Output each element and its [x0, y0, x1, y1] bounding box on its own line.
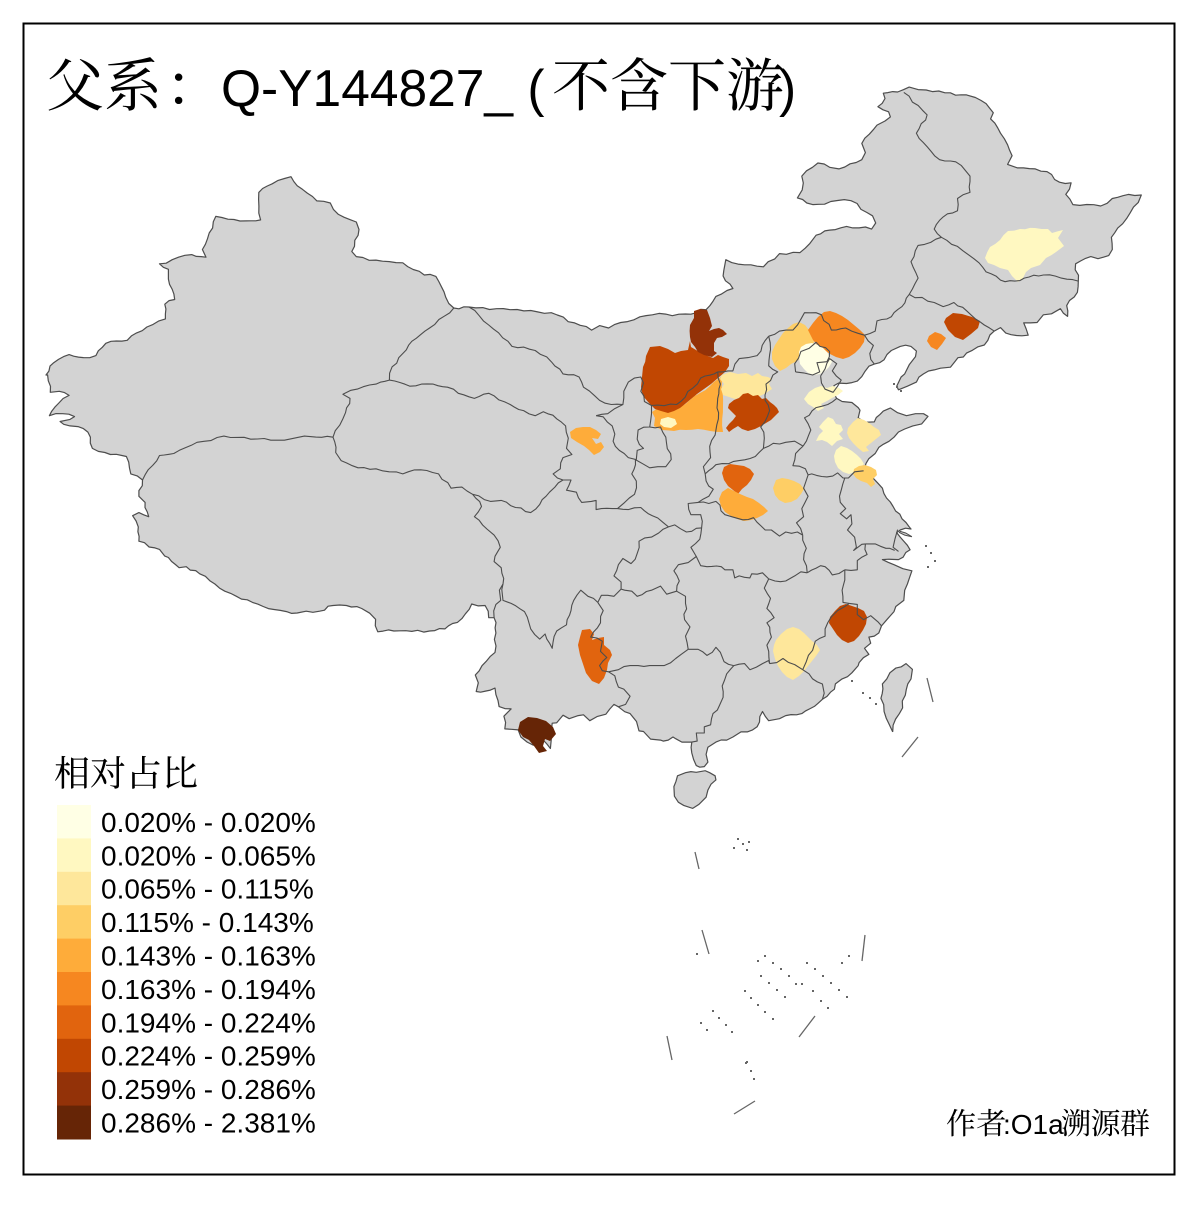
- svg-text:0.020% - 0.020%: 0.020% - 0.020%: [101, 807, 316, 838]
- svg-text:0.065% - 0.115%: 0.065% - 0.115%: [101, 874, 314, 905]
- svg-text::O1a: :O1a: [1003, 1109, 1064, 1140]
- svg-text:Q-Y144827_ (: Q-Y144827_ (: [221, 59, 545, 117]
- svg-text:0.143% - 0.163%: 0.143% - 0.163%: [101, 941, 316, 972]
- svg-text:0.194% - 0.224%: 0.194% - 0.224%: [101, 1007, 316, 1038]
- svg-text:0.224% - 0.259%: 0.224% - 0.259%: [101, 1041, 316, 1072]
- svg-text:0.020% - 0.065%: 0.020% - 0.065%: [101, 840, 316, 871]
- svg-text:0.286% - 2.381%: 0.286% - 2.381%: [101, 1108, 316, 1139]
- svg-text:0.115% - 0.143%: 0.115% - 0.143%: [101, 907, 314, 938]
- svg-text:0.163% - 0.194%: 0.163% - 0.194%: [101, 974, 316, 1005]
- svg-text:): ): [779, 59, 796, 117]
- svg-text:0.259% - 0.286%: 0.259% - 0.286%: [101, 1074, 316, 1105]
